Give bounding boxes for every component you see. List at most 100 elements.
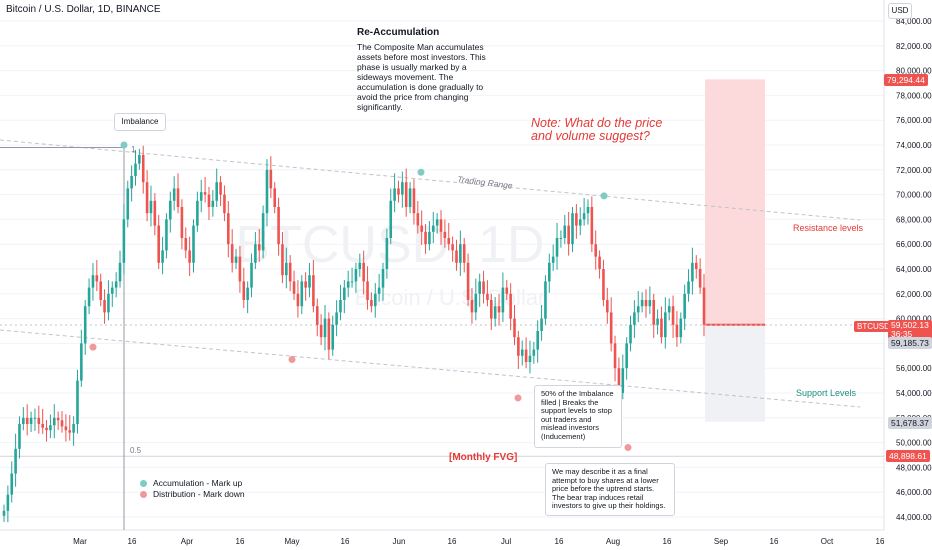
y-tick-label: 84,000.00 [896,17,932,26]
candle-body [613,343,617,369]
candle-body [393,188,396,201]
candle-body [130,176,133,189]
candle-body [327,318,331,350]
candle-body [49,425,52,431]
x-tick-label: Apr [181,537,194,546]
reaccumulation-title: Re-Accumulation [357,27,440,38]
candle-body [145,182,149,214]
candle-body [683,293,686,319]
candle-body [257,244,261,251]
candle-body [6,494,10,511]
candle-body [544,281,547,319]
candle-body [389,200,393,238]
candle-body [459,244,462,263]
candle-body [223,194,226,214]
y-tick-label: 66,000.00 [896,240,932,249]
x-tick-label: 16 [236,537,245,546]
candle-body [377,287,381,294]
candle-body [582,213,586,220]
candle-body [497,306,501,313]
candle-body [168,200,172,220]
candle-body [323,318,327,338]
candle-body [540,318,543,331]
y-tick-label: 44,000.00 [896,513,932,522]
candle-body [242,281,246,300]
candle-body [373,293,377,307]
x-tick-label: May [284,537,299,546]
price-tag-4: 48,898.61 [886,450,930,462]
candle-body [304,281,307,288]
candle-body [524,349,528,362]
price-tag-3: 51,678.37 [888,417,932,429]
candle-body [110,287,114,294]
candle-body [184,238,188,251]
candle-body [470,300,474,313]
candle-body [203,192,207,195]
candle-body [401,182,404,195]
candle-body [640,300,644,307]
candle-body [451,244,454,251]
candle-body [466,262,470,300]
candle-body [652,300,656,325]
current-price-tag: 59,502.13 36:35 [888,320,932,340]
candle-body [339,300,342,313]
candle-body [517,337,520,356]
candle-body [493,306,497,319]
x-tick-label: 16 [876,537,885,546]
current-price: 59,502.13 [891,320,929,330]
candle-body [455,250,458,263]
candle-body [559,238,563,239]
candle-body [474,293,478,313]
accumulation-marker [600,192,608,200]
candle-body [513,318,516,338]
candle-body [172,188,176,201]
candle-body [25,417,29,424]
candle-body [315,306,319,325]
y-tick-label: 54,000.00 [896,389,932,398]
x-tick-label: 16 [341,537,350,546]
candle-body [578,219,582,226]
candle-body [404,182,408,207]
candle-body [29,417,33,424]
candle-body [149,200,153,214]
y-tick-label: 70,000.00 [896,191,932,200]
candle-body [261,213,265,251]
y-tick-label: 76,000.00 [896,116,932,125]
candle-body [192,225,195,263]
candle-body [41,424,44,428]
candle-body [273,188,277,207]
candle-body [567,225,570,245]
teal-dot-icon [140,480,147,487]
candle-body [52,417,56,426]
candle-body [644,300,648,307]
candle-body [424,231,427,245]
candle-body [18,424,21,449]
x-tick-label: Aug [606,537,620,546]
candle-body [269,169,273,189]
y-tick-label: 82,000.00 [896,42,932,51]
candle-body [617,368,621,393]
candle-body [37,417,41,424]
candle-body [528,355,532,362]
candle-body [439,219,443,232]
candle-body [691,262,694,282]
candle-body [118,262,122,282]
imbalance-label: Imbalance [114,113,166,131]
candle-body [60,420,64,427]
candle-body [636,306,640,313]
distribution-marker [288,356,296,364]
candle-body [72,424,75,433]
candle-body [234,256,238,263]
candle-body [586,207,590,214]
candle-body [138,154,141,164]
candle-body [443,231,447,238]
y-tick-label: 68,000.00 [896,215,932,224]
candle-body [10,473,14,495]
x-tick-label: Jun [393,537,406,546]
candle-body [80,343,83,381]
currency-button[interactable]: USD [888,3,912,19]
candle-body [590,207,594,245]
candle-body [694,262,698,269]
candle-body [227,213,230,245]
